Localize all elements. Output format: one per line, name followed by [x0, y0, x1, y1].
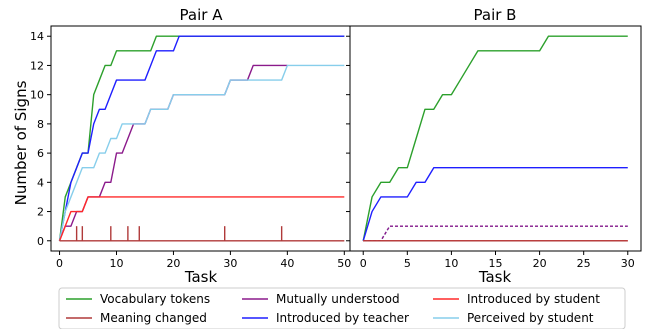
- y-axis-label: Number of Signs: [12, 80, 30, 205]
- x-tick-label-pair-a: 20: [166, 257, 180, 270]
- x-tick-label-pair-a: 0: [56, 257, 63, 270]
- legend-label-perceived-by-student: Perceived by student: [467, 311, 594, 325]
- x-tick-label-pair-a: 10: [109, 257, 123, 270]
- axes-frame-pair-b: [349, 25, 642, 252]
- series-line-vocabulary-tokens-pair-a: [58, 35, 345, 241]
- panel-title-pair-a: Pair A: [180, 6, 224, 24]
- series-line-mutually-understood-pair-b: [363, 225, 628, 242]
- x-tick-label-pair-b: 0: [360, 257, 367, 270]
- series-line-perceived-by-student-pair-b: [363, 225, 628, 242]
- x-axis-label-pair-b: Task: [478, 268, 512, 286]
- legend-label-mutually-understood: Mutually understood: [276, 292, 400, 306]
- series-line-mutually-understood-pair-a: [58, 64, 288, 242]
- legend-label-introduced-by-teacher: Introduced by teacher: [276, 311, 409, 325]
- legend-label-vocabulary-tokens: Vocabulary tokens: [100, 292, 210, 306]
- legend: Vocabulary tokens Mutually understood Intr…: [58, 287, 626, 329]
- x-tick-label-pair-b: 5: [404, 257, 411, 270]
- x-axis-label-pair-a: Task: [184, 268, 218, 286]
- legend-frame: [58, 287, 626, 329]
- y-tick-label-pair-a: 6: [37, 147, 44, 160]
- series-line-perceived-by-student-pair-a: [58, 64, 345, 241]
- x-tick-label-pair-a: 30: [223, 257, 237, 270]
- series-line-introduced-by-teacher-pair-b: [362, 167, 628, 241]
- y-tick-label-pair-a: 10: [30, 89, 44, 102]
- x-tick-label-pair-b: 25: [577, 257, 591, 270]
- x-tick-label-pair-a: 50: [337, 257, 351, 270]
- legend-label-meaning-changed: Meaning changed: [100, 311, 207, 325]
- panel-pair-b: Pair B Task 0 5 10 15 20 25 30: [346, 6, 642, 286]
- y-tick-label-pair-a: 8: [37, 118, 44, 131]
- y-tick-label-pair-a: 2: [37, 206, 44, 219]
- series-line-introduced-by-teacher-pair-a: [58, 35, 345, 241]
- series-line-introduced-by-student-pair-a: [58, 196, 345, 242]
- axes-frame-pair-a: [50, 25, 351, 252]
- x-tick-label-pair-a: 40: [280, 257, 294, 270]
- panel-title-pair-b: Pair B: [474, 6, 517, 24]
- x-tick-label-pair-b: 10: [444, 257, 458, 270]
- y-tick-label-pair-a: 4: [37, 176, 44, 189]
- x-tick-label-pair-b: 20: [533, 257, 547, 270]
- series-line-vocabulary-tokens-pair-b: [362, 35, 628, 241]
- plot-area-pair-b: [362, 35, 628, 242]
- ticks-pair-b: 0 5 10 15 20 25 30: [346, 35, 635, 270]
- y-tick-label-pair-a: 0: [37, 235, 44, 248]
- x-tick-label-pair-b: 30: [621, 257, 635, 270]
- plot-area-pair-a: [58, 35, 345, 242]
- ticks-pair-a: 0 10 20 30 40 50 0 2 4 6 8 10 12 14: [30, 30, 351, 270]
- y-tick-label-pair-a: 14: [30, 30, 44, 43]
- panel-pair-a: Pair A Task 0 10 20 30 40 50 0 2 4 6 8 10 12 14: [30, 6, 351, 286]
- x-tick-label-pair-b: 15: [489, 257, 503, 270]
- y-tick-label-pair-a: 12: [30, 59, 44, 72]
- legend-label-introduced-by-student: Introduced by student: [467, 292, 600, 306]
